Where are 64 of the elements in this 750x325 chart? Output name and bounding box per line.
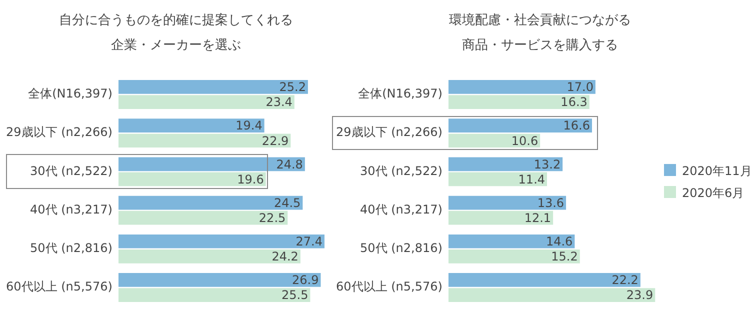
bar <box>118 95 294 109</box>
bar <box>448 80 596 94</box>
bar <box>118 196 303 210</box>
data-label: 25.2 <box>279 80 306 94</box>
y-tick-label: 40代 (n3,217) <box>360 202 442 216</box>
bar <box>118 172 266 186</box>
chart-title: 自分に合うものを的確に提案してくれる企業・メーカーを選ぶ <box>58 12 294 55</box>
data-label: 12.1 <box>524 210 552 225</box>
data-label: 13.6 <box>537 196 564 210</box>
data-label: 24.5 <box>274 196 301 210</box>
data-label: 22.5 <box>258 210 286 225</box>
y-tick-label: 60代以上 (n5,576) <box>6 280 112 294</box>
y-tick-label: 29歳以下 (n2,266) <box>336 125 442 140</box>
bar <box>448 118 592 132</box>
bar <box>448 196 566 210</box>
y-tick-label: 30代 (n2,522) <box>30 164 112 178</box>
chart-title: 環境配慮・社会貢献につながる商品・サービスを購入する <box>448 12 632 55</box>
data-label: 24.2 <box>272 250 298 264</box>
data-label: 16.3 <box>560 95 588 110</box>
data-label: 24.8 <box>276 157 303 172</box>
bar <box>118 80 308 94</box>
y-tick-label: 60代以上 (n5,576) <box>336 280 442 294</box>
bar <box>118 210 288 225</box>
bar <box>118 250 300 264</box>
data-label: 13.2 <box>534 157 561 172</box>
y-tick-label: 29歳以下 (n2,266) <box>6 125 112 140</box>
legend-label: 2020年11月 <box>682 164 750 178</box>
data-label: 15.2 <box>551 250 578 264</box>
bar <box>118 157 305 172</box>
data-label: 26.9 <box>292 273 319 288</box>
data-label: 17.0 <box>566 80 594 94</box>
data-label: 23.9 <box>626 288 654 302</box>
data-label: 11.4 <box>518 172 546 186</box>
y-tick-label: 50代 (n2,816) <box>360 241 442 256</box>
bar <box>448 288 656 302</box>
y-tick-label: 50代 (n2,816) <box>30 241 112 256</box>
data-label: 22.9 <box>262 134 289 148</box>
bar <box>448 95 590 109</box>
y-tick-label: 30代 (n2,522) <box>360 164 442 178</box>
data-label: 23.4 <box>266 95 292 110</box>
data-label: 16.6 <box>563 118 590 133</box>
bar <box>118 288 310 302</box>
legend-label: 2020年6月 <box>682 186 744 200</box>
data-label: 27.4 <box>296 234 322 248</box>
data-label: 14.6 <box>546 234 573 248</box>
bar <box>448 172 548 186</box>
bar <box>118 234 324 248</box>
y-tick-label: 全体(N16,397) <box>358 86 442 101</box>
bar <box>118 273 321 287</box>
bar <box>448 273 640 287</box>
bar <box>448 250 580 264</box>
data-label: 19.4 <box>236 118 262 133</box>
data-label: 25.5 <box>281 288 308 302</box>
bar <box>118 118 264 132</box>
data-label: 19.6 <box>237 172 264 186</box>
bar <box>448 157 563 172</box>
bar <box>118 134 291 148</box>
bar <box>448 210 554 225</box>
data-label: 22.2 <box>612 273 638 288</box>
bar <box>448 234 575 248</box>
y-tick-label: 全体(N16,397) <box>28 86 112 101</box>
data-label: 10.6 <box>511 134 538 148</box>
bar <box>448 134 540 148</box>
y-tick-label: 40代 (n3,217) <box>30 202 112 216</box>
